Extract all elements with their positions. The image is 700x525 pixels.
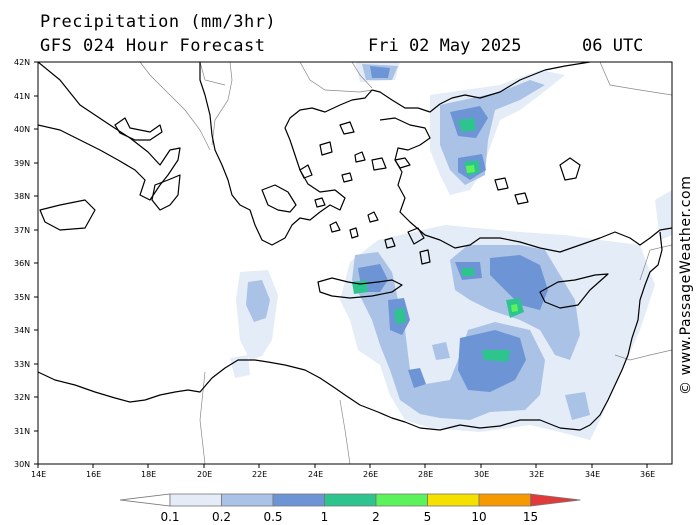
longitude-axis: 14E 16E 18E 20E 22E 24E 26E 28E 30E 32E …: [31, 464, 655, 479]
lat-label: 33N: [14, 360, 30, 369]
precip-layer-2: [466, 165, 518, 312]
legend-label: 5: [424, 510, 432, 524]
legend-label: 1: [321, 510, 329, 524]
legend-arrow-low: [119, 493, 171, 507]
precipitation-legend: 0.1 0.2 0.5 1 2 5 10 15: [119, 493, 581, 524]
lat-label: 39N: [14, 159, 30, 168]
lat-label: 30N: [14, 460, 30, 469]
legend-swatch: [169, 493, 222, 507]
legend-label: 0.1: [160, 510, 179, 524]
legend-swatch: [324, 493, 377, 507]
legend-swatch: [375, 493, 428, 507]
lat-label: 31N: [14, 427, 30, 436]
lat-label: 34N: [14, 326, 30, 335]
legend-label: 15: [523, 510, 538, 524]
lat-label: 38N: [14, 192, 30, 201]
legend-labels: 0.1 0.2 0.5 1 2 5 10 15: [160, 510, 538, 524]
lon-label: 20E: [197, 470, 212, 479]
lon-label: 14E: [31, 470, 46, 479]
lat-label: 32N: [14, 393, 30, 402]
lat-label: 36N: [14, 259, 30, 268]
lon-label: 24E: [308, 470, 323, 479]
country-borders: [139, 62, 672, 464]
lon-label: 32E: [529, 470, 544, 479]
lon-label: 26E: [363, 470, 378, 479]
forecast-date: Fri 02 May 2025: [368, 36, 522, 56]
legend-swatch: [478, 493, 531, 507]
lat-label: 40N: [14, 125, 30, 134]
legend-label: 0.2: [212, 510, 231, 524]
latitude-axis: 42N 41N 40N 39N 38N 37N 36N 35N 34N 33N …: [14, 58, 38, 469]
precip-layer-0.5: [358, 66, 548, 392]
legend-color-bar: [119, 493, 581, 507]
lat-label: 42N: [14, 58, 30, 67]
lon-label: 28E: [418, 470, 433, 479]
legend-label: 2: [372, 510, 380, 524]
coastlines: [38, 62, 672, 431]
map-title: Precipitation (mm/3hr): [40, 12, 277, 32]
legend-label: 0.5: [263, 510, 282, 524]
lat-label: 37N: [14, 226, 30, 235]
legend-arrow-high: [530, 493, 581, 507]
lon-label: 34E: [585, 470, 600, 479]
lon-label: 22E: [252, 470, 267, 479]
legend-swatch: [427, 493, 480, 507]
map-area: [38, 62, 672, 464]
lon-label: 18E: [141, 470, 156, 479]
legend-swatch: [272, 493, 325, 507]
lat-label: 41N: [14, 92, 30, 101]
forecast-subtitle: GFS 024 Hour Forecast: [40, 36, 266, 56]
lon-label: 30E: [474, 470, 489, 479]
forecast-time: 06 UTC: [582, 36, 644, 56]
precipitation-map: 42N 41N 40N 39N 38N 37N 36N 35N 34N 33N …: [14, 58, 673, 479]
lon-label: 16E: [86, 470, 101, 479]
lon-label: 36E: [640, 470, 655, 479]
legend-label: 10: [471, 510, 486, 524]
legend-swatch: [221, 493, 274, 507]
lat-label: 35N: [14, 293, 30, 302]
copyright-credit: © www.PassageWeather.com: [678, 175, 694, 395]
